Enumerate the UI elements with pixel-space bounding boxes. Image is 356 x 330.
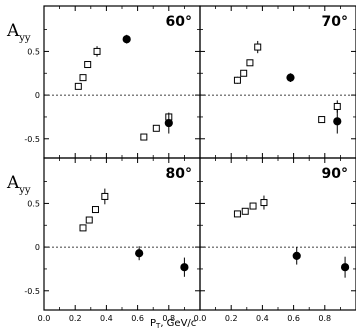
data-point-open-square — [240, 69, 248, 77]
data-point-open-square — [254, 40, 262, 54]
ylabel-bottom-main: A — [6, 173, 20, 193]
panel-3: 0.5 0 -0.5 0.0 0.2 0.4 0.6 0.8 80° — [24, 157, 201, 323]
x-tick-label: 0.8 — [162, 314, 175, 323]
marker-open-square — [241, 207, 249, 215]
data-point-open-square — [233, 210, 241, 218]
data-point-open-square — [318, 116, 326, 124]
data-point-open-square — [91, 206, 99, 214]
data-point-filled-circle — [135, 246, 144, 261]
marker-open-square — [240, 69, 248, 77]
marker-open-square — [318, 116, 326, 124]
marker-open-square — [254, 43, 262, 51]
data-point-open-square — [246, 59, 254, 67]
panel-angle-label: 90° — [322, 166, 348, 182]
marker-open-square — [233, 210, 241, 218]
x-tick-label: 0.4 — [100, 314, 113, 323]
data-point-open-square — [140, 133, 148, 141]
data-point-open-square — [260, 195, 268, 210]
marker-open-square — [85, 216, 93, 224]
data-point-open-square — [74, 82, 82, 90]
panel-4: 0.0 0.2 0.4 0.6 0.8 90° — [194, 157, 356, 323]
data-point-filled-circle — [180, 257, 189, 277]
data-point-filled-circle — [340, 256, 350, 278]
x-tick-label: 0.2 — [225, 314, 238, 323]
marker-open-square — [93, 47, 101, 55]
xlabel: PT, GeV/c — [150, 318, 196, 330]
data-point-filled-circle — [164, 112, 173, 134]
marker-open-square — [84, 61, 92, 69]
data-point-open-square — [233, 76, 241, 84]
data-point-open-square — [249, 202, 257, 210]
xlabel-unit: , GeV/c — [160, 318, 196, 329]
data-point-open-square — [241, 207, 249, 215]
data-point-open-square — [93, 46, 101, 57]
marker-open-square — [140, 133, 148, 141]
ylabel-top: Ayy — [6, 21, 31, 44]
marker-filled-circle — [180, 263, 189, 272]
x-tick-label: 0.2 — [69, 314, 82, 323]
panel-1: 0.5 0 -0.5 60° — [24, 5, 201, 159]
ylabel-top-sub: yy — [18, 33, 31, 44]
data-point-open-square — [101, 188, 109, 205]
marker-open-square — [249, 202, 257, 210]
ylabel-bottom-sub: yy — [18, 185, 31, 196]
marker-open-square — [79, 224, 87, 232]
data-point-filled-circle — [122, 34, 131, 44]
y-tick-label: -0.5 — [24, 287, 40, 296]
panels-layer: 0.5 0 -0.5 60° 70° 0.5 0 -0.5 0.0 0.2 0.4 0.6 0.8 80°… — [24, 5, 356, 323]
ylabel-top-main: A — [6, 21, 20, 41]
x-tick-label: 0.0 — [38, 314, 51, 323]
data-point-open-square — [152, 124, 160, 132]
marker-open-square — [233, 76, 241, 84]
panel-2: 70° — [199, 5, 356, 159]
panel-angle-label: 70° — [322, 14, 348, 30]
x-tick-label: 0.4 — [256, 314, 269, 323]
marker-open-square — [260, 199, 268, 207]
x-tick-label: 0.8 — [318, 314, 331, 323]
marker-filled-circle — [135, 249, 144, 258]
ylabel-bottom: Ayy — [6, 173, 31, 196]
y-tick-label: 0.5 — [27, 47, 40, 56]
labels-layer: Ayy Ayy PT, GeV/c — [6, 21, 196, 330]
marker-open-square — [101, 192, 109, 200]
marker-filled-circle — [340, 263, 350, 272]
x-tick-label: 0.0 — [194, 314, 207, 323]
data-point-open-square — [79, 224, 87, 232]
data-point-filled-circle — [333, 109, 342, 134]
marker-open-square — [246, 59, 254, 67]
marker-filled-circle — [164, 118, 173, 128]
y-tick-label: 0 — [35, 243, 40, 252]
marker-open-square — [152, 124, 160, 132]
marker-open-square — [333, 102, 341, 110]
marker-open-square — [74, 82, 82, 90]
marker-open-square — [79, 74, 87, 82]
xlabel-sub: T — [155, 322, 161, 330]
data-point-open-square — [79, 74, 87, 82]
data-point-filled-circle — [286, 73, 295, 82]
y-tick-label: 0 — [35, 91, 40, 100]
panel-angle-label: 80° — [166, 166, 192, 182]
x-tick-label: 0.6 — [131, 314, 144, 323]
marker-filled-circle — [333, 117, 342, 126]
marker-open-square — [91, 206, 99, 214]
marker-filled-circle — [122, 35, 131, 44]
panel-angle-label: 60° — [166, 14, 192, 30]
data-point-open-square — [85, 216, 93, 224]
marker-filled-circle — [292, 251, 301, 260]
data-point-filled-circle — [292, 247, 301, 265]
y-tick-label: 0.5 — [27, 199, 40, 208]
data-point-open-square — [84, 61, 92, 69]
y-tick-label: -0.5 — [24, 135, 40, 144]
xlabel-main: P — [150, 318, 156, 329]
x-tick-label: 0.6 — [287, 314, 300, 323]
marker-filled-circle — [286, 73, 295, 82]
